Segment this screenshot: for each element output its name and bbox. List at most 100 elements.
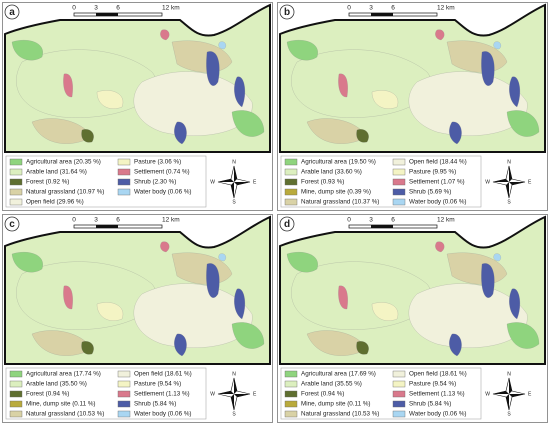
land-cover-patch — [493, 41, 501, 50]
land-cover-patch — [96, 90, 124, 109]
land-cover-patch — [234, 288, 246, 320]
study-area-outline — [4, 3, 271, 153]
legend-swatch — [284, 168, 298, 176]
legend-label: Open field (18.61 %) — [409, 371, 467, 378]
legend-label: Settlement (1.13 %) — [134, 391, 190, 398]
legend-label: Agricultural area (17.74 %) — [26, 371, 101, 378]
land-cover-patch — [449, 333, 462, 357]
land-cover-patch — [231, 322, 265, 349]
legend-swatch — [392, 400, 406, 408]
compass-letter: S — [507, 199, 511, 205]
legend-swatch — [117, 410, 131, 418]
legend-swatch — [117, 168, 131, 176]
scale-label: 12 km — [437, 5, 455, 12]
panel-label-badge — [279, 216, 295, 232]
legend-swatch — [284, 188, 298, 196]
legend-swatch — [117, 370, 131, 378]
compass-letter: W — [485, 179, 490, 185]
legend-label: Shrub (5.69 %) — [409, 189, 451, 196]
compass-star — [493, 391, 525, 397]
compass-star — [231, 378, 237, 410]
legend-label: Water body (0.06 %) — [134, 189, 192, 196]
legend-label: Settlement (1.13 %) — [409, 391, 465, 398]
land-cover-patch — [509, 288, 521, 320]
legend-swatch — [9, 188, 23, 196]
compass-letter: W — [210, 179, 215, 185]
land-cover-patch — [81, 129, 94, 143]
compass-letter: S — [232, 411, 236, 417]
compass-star — [493, 179, 525, 185]
land-cover-patch — [218, 41, 226, 50]
legend-label: Mine, dump site (0.11 %) — [301, 401, 371, 408]
compass-star — [218, 391, 250, 397]
legend-swatch — [9, 390, 23, 398]
legend-swatch — [392, 370, 406, 378]
land-cover-patch — [286, 40, 318, 61]
scale-label: 12 km — [162, 217, 180, 224]
legend-label: Arable land (31.64 %) — [26, 169, 87, 176]
legend-label: Forest (0.94 %) — [301, 391, 344, 398]
panel-label-badge — [4, 4, 20, 20]
legend-swatch — [284, 178, 298, 186]
legend-label: Mine, dump site (0.39 %) — [301, 189, 371, 196]
scale-label: 12 km — [162, 5, 180, 12]
legend-label: Arable land (35.55 %) — [301, 381, 362, 388]
scale-label: 3 — [369, 5, 373, 12]
legend-label: Mine, dump site (0.11 %) — [26, 401, 96, 408]
legend-swatch — [392, 198, 406, 206]
legend-label: Water body (0.06 %) — [409, 199, 467, 206]
legend-label: Forest (0.92 %) — [26, 179, 69, 186]
legend-label: Pasture (9.95 %) — [409, 169, 456, 176]
legend-swatch — [9, 198, 23, 206]
land-cover-patch — [371, 302, 399, 321]
land-cover-patch — [371, 90, 399, 109]
scale-label: 0 — [347, 5, 351, 12]
land-cover-patch — [206, 263, 220, 298]
legend-swatch — [284, 390, 298, 398]
legend-label: Agricultural area (19.50 %) — [301, 159, 376, 166]
legend-swatch — [392, 410, 406, 418]
legend-label: Water body (0.06 %) — [409, 411, 467, 418]
legend-swatch — [117, 380, 131, 388]
legend-label: Shrub (5.84 %) — [409, 401, 451, 408]
land-cover-patch — [481, 263, 495, 298]
panel-label: b — [284, 7, 290, 18]
panel-label: a — [9, 7, 15, 18]
land-cover-patch — [81, 341, 94, 355]
legend-label: Open field (18.44 %) — [409, 159, 467, 166]
legend-label: Pasture (9.54 %) — [134, 381, 181, 388]
land-cover-patch — [174, 121, 187, 145]
scale-label: 0 — [72, 217, 76, 224]
land-cover-patch — [493, 253, 501, 262]
scale-bar — [96, 225, 118, 228]
land-cover-patch — [133, 283, 253, 348]
panel-label-badge — [279, 4, 295, 20]
legend-swatch — [392, 178, 406, 186]
scale-label: 3 — [94, 217, 98, 224]
legend-label: Natural grassland (10.37 %) — [301, 199, 379, 206]
study-area-outline — [279, 215, 546, 365]
legend-label: Forest (0.93 %) — [301, 179, 344, 186]
legend-swatch — [9, 400, 23, 408]
land-cover-patch — [174, 333, 187, 357]
compass-letter: W — [485, 391, 490, 397]
legend-box — [5, 155, 207, 208]
legend-swatch — [117, 400, 131, 408]
scale-label: 3 — [94, 5, 98, 12]
legend-swatch — [9, 168, 23, 176]
scale-bar — [96, 13, 118, 16]
scale-label: 6 — [116, 217, 120, 224]
compass-letter: S — [507, 411, 511, 417]
compass-letter: E — [253, 391, 257, 397]
legend-swatch — [284, 158, 298, 166]
legend-swatch — [117, 390, 131, 398]
legend-label: Natural grassland (10.53 %) — [301, 411, 379, 418]
land-cover-patch — [509, 76, 521, 108]
land-cover-patch — [435, 241, 445, 253]
legend-swatch — [392, 188, 406, 196]
legend-swatch — [392, 380, 406, 388]
map-panel: d 0 3 6 12 km Agricultural area (17.69 %) Arab… — [277, 214, 548, 423]
map-panel: a 0 3 6 12 km Agricultural area (20.35 %) Arab… — [2, 2, 273, 211]
